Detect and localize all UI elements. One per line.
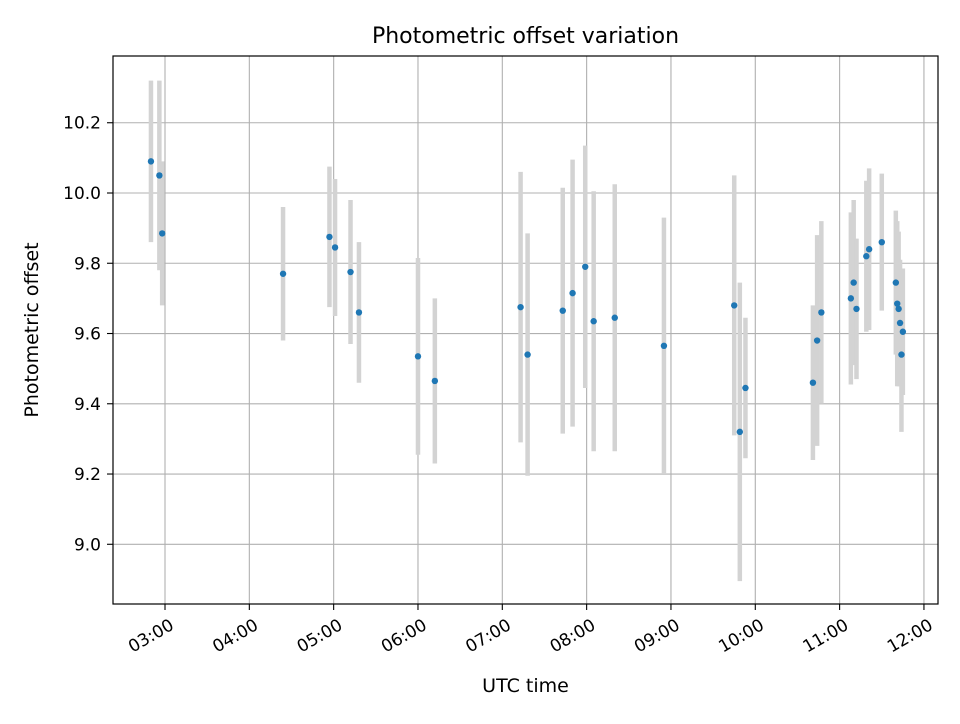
data-point — [899, 328, 907, 335]
data-point — [736, 428, 744, 436]
data-point — [742, 384, 749, 392]
data-point — [517, 303, 524, 311]
y-tick-label: 10.2 — [63, 114, 101, 134]
data-point — [156, 172, 163, 179]
data-point — [895, 305, 902, 313]
data-point — [347, 268, 354, 276]
data-point — [894, 300, 901, 307]
data-point — [878, 238, 885, 246]
y-tick-label: 9.4 — [74, 395, 101, 415]
data-point — [431, 377, 439, 385]
data-point — [892, 279, 900, 286]
data-point — [809, 379, 817, 386]
data-point — [847, 295, 855, 302]
y-tick-label: 9.0 — [74, 535, 101, 555]
y-tick-label: 9.8 — [74, 254, 101, 274]
x-axis-label: UTC time — [482, 675, 569, 697]
plot-frame — [112, 55, 939, 605]
data-point — [524, 351, 531, 358]
data-point — [813, 337, 821, 344]
data-point — [731, 302, 738, 309]
data-point — [355, 309, 363, 316]
data-point — [853, 305, 860, 313]
y-axis-label: Photometric offset — [21, 242, 43, 417]
data-point — [147, 158, 155, 165]
data-point — [279, 270, 287, 277]
data-point — [865, 246, 873, 253]
data-point — [331, 244, 339, 251]
data-point — [863, 253, 870, 260]
data-point — [818, 309, 825, 316]
data-point — [850, 279, 857, 286]
y-tick-label: 9.2 — [74, 465, 101, 485]
data-point — [582, 263, 589, 270]
data-points — [147, 158, 907, 436]
data-point — [414, 353, 422, 360]
y-tick-label: 10.0 — [63, 184, 101, 204]
data-point — [590, 318, 597, 325]
chart-title: Photometric offset variation — [372, 24, 679, 49]
y-tick-label: 9.6 — [74, 325, 101, 345]
data-point — [559, 307, 566, 314]
data-point — [611, 314, 618, 321]
data-point — [896, 319, 904, 327]
data-point — [569, 289, 576, 297]
data-point — [660, 342, 668, 350]
data-point — [158, 230, 166, 237]
data-point — [326, 233, 333, 241]
data-point — [898, 351, 905, 358]
